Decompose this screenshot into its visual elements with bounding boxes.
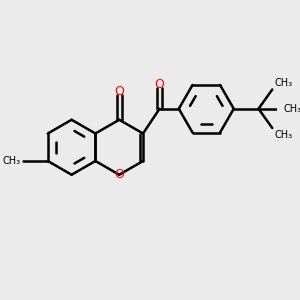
- Text: CH₃: CH₃: [2, 156, 20, 166]
- Text: CH₃: CH₃: [274, 78, 292, 88]
- Text: O: O: [114, 168, 124, 181]
- Text: O: O: [154, 78, 164, 91]
- Text: CH₃: CH₃: [274, 130, 292, 140]
- Text: CH₃: CH₃: [284, 104, 300, 114]
- Text: O: O: [114, 85, 124, 98]
